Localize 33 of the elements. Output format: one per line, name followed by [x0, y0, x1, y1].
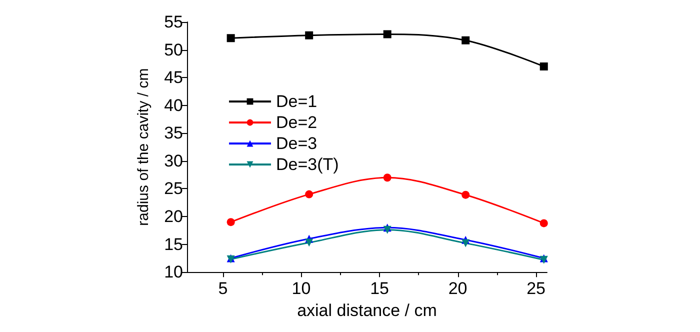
- point: [305, 31, 314, 40]
- x-tick-label: 20: [448, 279, 468, 298]
- point: [540, 62, 548, 70]
- point: [305, 190, 314, 198]
- point: [383, 174, 392, 182]
- point: [305, 238, 314, 247]
- x-tick-label: 5: [218, 279, 228, 298]
- point: [540, 219, 548, 228]
- x-tick-label: 10: [292, 279, 311, 298]
- x-axis-title: axial distance / cm: [297, 301, 437, 320]
- y-tick-label: 15: [164, 234, 183, 254]
- x-tick-label: 15: [370, 279, 389, 298]
- legend-label: De=3: [276, 134, 318, 153]
- point: [462, 190, 470, 199]
- y-tick-label: 20: [164, 207, 183, 226]
- y-tick-label: 25: [164, 179, 183, 198]
- y-tick-label: 10: [164, 262, 183, 282]
- point: [226, 218, 235, 226]
- y-tick-label: 35: [164, 124, 183, 143]
- point: [462, 36, 470, 44]
- x-tick-label: 25: [526, 279, 546, 298]
- y-tick-label: 50: [164, 40, 183, 60]
- y-tick-label: 30: [164, 151, 183, 170]
- legend-label: De=2: [276, 113, 318, 132]
- point: [462, 239, 470, 248]
- legend-label: De=3(T): [276, 155, 339, 174]
- y-axis-title: radius of the cavity / cm: [135, 68, 152, 226]
- legend-label: De=1: [276, 92, 318, 111]
- y-tick-label: 40: [164, 96, 183, 115]
- y-tick-label: 55: [164, 12, 183, 32]
- y-tick-label: 45: [164, 68, 183, 88]
- point: [383, 30, 392, 38]
- point: [226, 34, 235, 42]
